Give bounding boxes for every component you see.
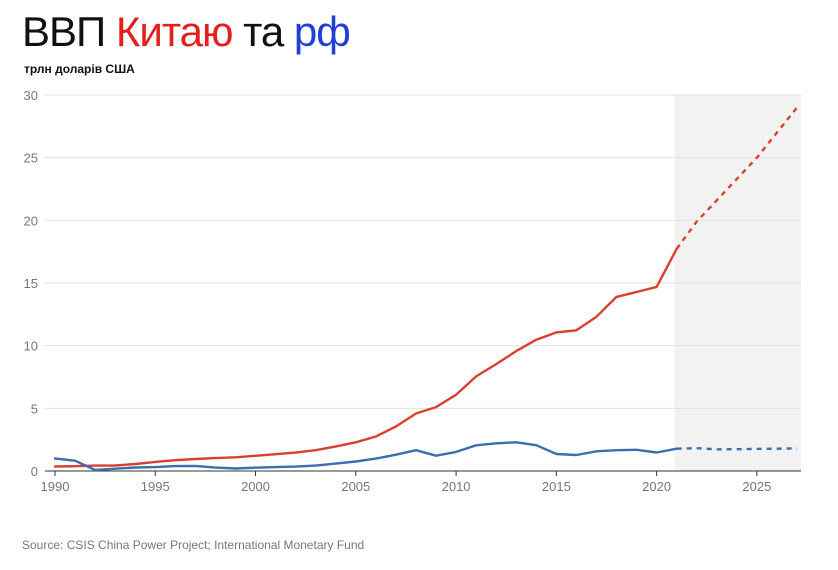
title-and: та xyxy=(243,8,284,55)
chart-subtitle: трлн доларів США xyxy=(24,62,135,76)
title-china: Китаю xyxy=(115,8,234,55)
series-line-russia xyxy=(53,441,678,472)
chart-title: ВВП Китаю та рф xyxy=(22,6,351,58)
x-tick-label-1990: 1990 xyxy=(41,479,70,494)
x-tick-label-1995: 1995 xyxy=(141,479,170,494)
x-tick-label-2005: 2005 xyxy=(341,479,370,494)
y-tick-label-5: 5 xyxy=(31,401,38,416)
title-gdp: ВВП xyxy=(22,8,106,55)
y-tick-label-15: 15 xyxy=(24,276,38,291)
source-note: Source: CSIS China Power Project; Intern… xyxy=(22,538,365,552)
y-tick-label-30: 30 xyxy=(24,88,38,103)
y-tick-label-25: 25 xyxy=(24,151,38,166)
x-tick-label-2025: 2025 xyxy=(742,479,771,494)
x-tick-label-2000: 2000 xyxy=(241,479,270,494)
y-tick-label-10: 10 xyxy=(24,339,38,354)
y-tick-label-0: 0 xyxy=(31,464,38,479)
x-tick-label-2015: 2015 xyxy=(542,479,571,494)
series-forecast-line-china xyxy=(675,106,798,250)
title-russia: рф xyxy=(293,8,351,55)
series-forecast-line-russia xyxy=(676,447,798,451)
series-line-china xyxy=(53,247,678,468)
x-tick-label-2010: 2010 xyxy=(442,479,471,494)
y-tick-label-20: 20 xyxy=(24,213,38,228)
x-tick-label-2020: 2020 xyxy=(642,479,671,494)
